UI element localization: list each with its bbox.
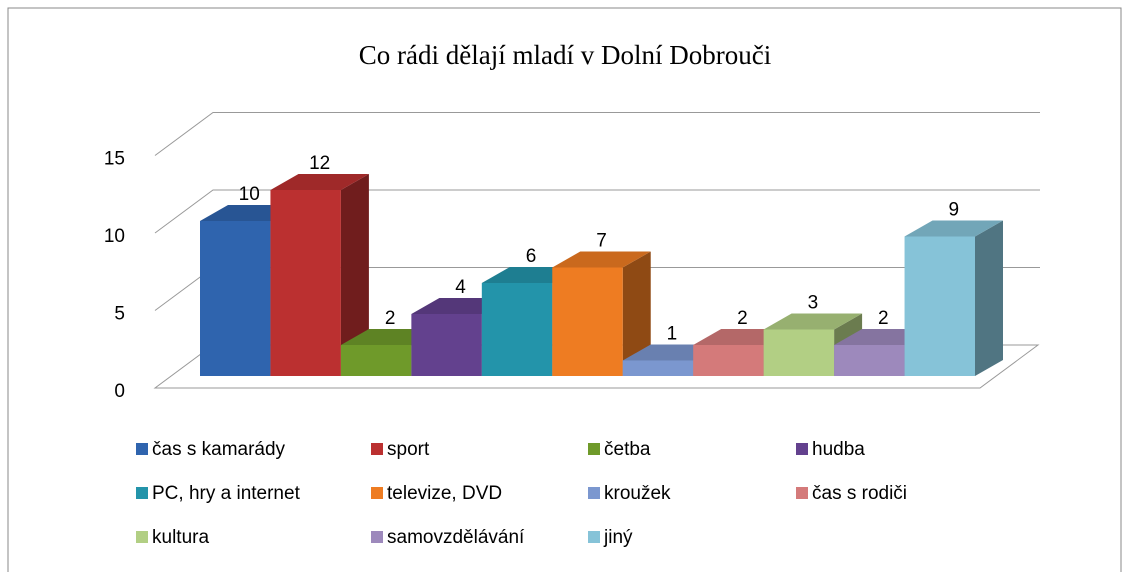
bar-face xyxy=(411,314,482,376)
data-label: 2 xyxy=(385,308,396,329)
data-label: 12 xyxy=(309,153,330,174)
legend-swatch xyxy=(796,443,808,455)
chart-border xyxy=(7,7,1122,572)
legend-swatch xyxy=(588,531,600,543)
legend-label: samovzdělávání xyxy=(387,527,525,548)
data-label: 6 xyxy=(526,246,537,267)
bar-face xyxy=(270,190,341,376)
chart-title: Co rádi dělají mladí v Dolní Dobrouči xyxy=(359,40,771,70)
legend-swatch xyxy=(588,487,600,499)
data-label: 4 xyxy=(455,277,466,298)
bar-face xyxy=(622,251,651,376)
data-label: 9 xyxy=(948,200,959,221)
legend-label: PC, hry a internet xyxy=(152,483,301,504)
y-tick-label: 15 xyxy=(104,149,125,170)
bar-face xyxy=(904,220,1003,237)
grid-line xyxy=(154,189,1040,234)
bar-face xyxy=(834,345,905,376)
bar-face xyxy=(552,251,651,268)
legend-swatch xyxy=(371,531,383,543)
legend-label: kultura xyxy=(152,527,209,548)
y-tick-label: 10 xyxy=(104,226,125,247)
bar xyxy=(552,251,651,376)
legend-label: jiný xyxy=(603,527,633,548)
legend-swatch xyxy=(136,531,148,543)
bar-face xyxy=(975,220,1003,376)
legend-label: čas s kamarády xyxy=(152,439,286,460)
legend-swatch xyxy=(136,443,148,455)
data-label: 3 xyxy=(808,293,819,314)
data-label: 2 xyxy=(878,308,889,329)
legend-swatch xyxy=(588,443,600,455)
data-label: 1 xyxy=(667,324,678,345)
legend-swatch xyxy=(796,487,808,499)
legend-label: televize, DVD xyxy=(387,483,502,504)
legend-swatch xyxy=(136,487,148,499)
bar-face xyxy=(904,236,975,376)
bar-face xyxy=(481,283,553,376)
bar-face xyxy=(693,345,764,376)
data-label: 10 xyxy=(239,184,260,205)
bar-face xyxy=(622,360,694,376)
legend-label: hudba xyxy=(812,439,865,460)
y-tick-label: 5 xyxy=(114,304,125,325)
y-tick-label: 0 xyxy=(114,381,125,402)
legend-label: kroužek xyxy=(604,483,671,504)
legend-label: četba xyxy=(604,439,651,460)
data-label: 2 xyxy=(737,308,748,329)
bar xyxy=(904,220,1003,376)
bar-face xyxy=(763,329,835,376)
data-label: 7 xyxy=(596,231,607,252)
bar-face xyxy=(340,345,412,376)
bar-face xyxy=(552,267,623,376)
bar-face xyxy=(340,174,369,376)
legend-swatch xyxy=(371,487,383,499)
bar-face xyxy=(763,313,863,330)
bar-face xyxy=(200,221,271,376)
legend-label: sport xyxy=(387,439,430,460)
legend-swatch xyxy=(371,443,383,455)
grid-line xyxy=(154,112,1040,156)
bar xyxy=(270,174,369,376)
legend-label: čas s rodiči xyxy=(812,483,907,504)
bar-face xyxy=(270,174,369,190)
